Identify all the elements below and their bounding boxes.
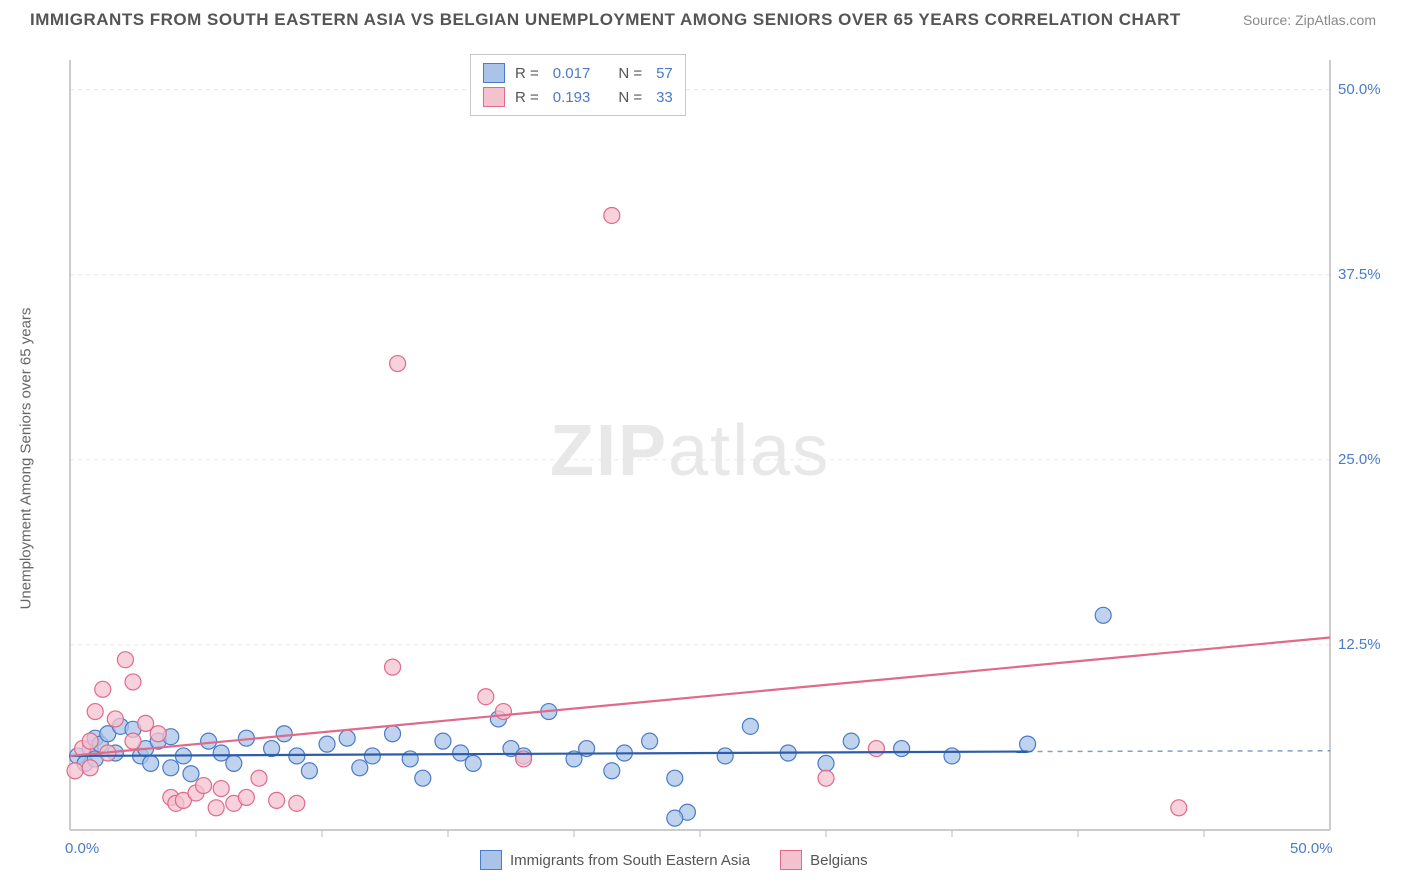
legend-stat-row: R = 0.017 N = 57: [483, 61, 673, 85]
scatter-plot: [60, 50, 1370, 850]
y-tick-label: 50.0%: [1338, 81, 1381, 98]
source-label: Source:: [1243, 12, 1295, 28]
legend-swatch: [780, 850, 802, 870]
n-value: 33: [656, 89, 673, 106]
series-legend: Immigrants from South Eastern Asia Belgia…: [480, 850, 868, 870]
legend-stat-row: R = 0.193 N = 33: [483, 85, 673, 109]
source-value: ZipAtlas.com: [1295, 12, 1376, 28]
x-tick-label: 0.0%: [65, 840, 99, 857]
y-tick-label: 37.5%: [1338, 266, 1381, 283]
n-label: N =: [618, 65, 642, 82]
legend-swatch: [483, 87, 505, 107]
chart-title: IMMIGRANTS FROM SOUTH EASTERN ASIA VS BE…: [30, 10, 1181, 30]
legend-series-label: Belgians: [810, 852, 868, 869]
y-tick-label: 25.0%: [1338, 451, 1381, 468]
n-label: N =: [618, 89, 642, 106]
legend-series-label: Immigrants from South Eastern Asia: [510, 852, 750, 869]
correlation-legend: R = 0.017 N = 57 R = 0.193 N = 33: [470, 54, 686, 116]
legend-series-item: Belgians: [780, 850, 868, 870]
legend-swatch: [480, 850, 502, 870]
x-tick-label: 50.0%: [1290, 840, 1333, 857]
title-bar: IMMIGRANTS FROM SOUTH EASTERN ASIA VS BE…: [0, 0, 1406, 30]
chart-area: ZIPatlas Unemployment Among Seniors over…: [60, 50, 1370, 850]
y-axis-label: Unemployment Among Seniors over 65 years: [17, 308, 34, 610]
r-label: R =: [515, 89, 539, 106]
n-value: 57: [656, 65, 673, 82]
legend-series-item: Immigrants from South Eastern Asia: [480, 850, 750, 870]
y-tick-label: 12.5%: [1338, 636, 1381, 653]
source-attribution: Source: ZipAtlas.com: [1243, 12, 1376, 28]
legend-swatch: [483, 63, 505, 83]
r-value: 0.017: [553, 65, 591, 82]
r-value: 0.193: [553, 89, 591, 106]
r-label: R =: [515, 65, 539, 82]
